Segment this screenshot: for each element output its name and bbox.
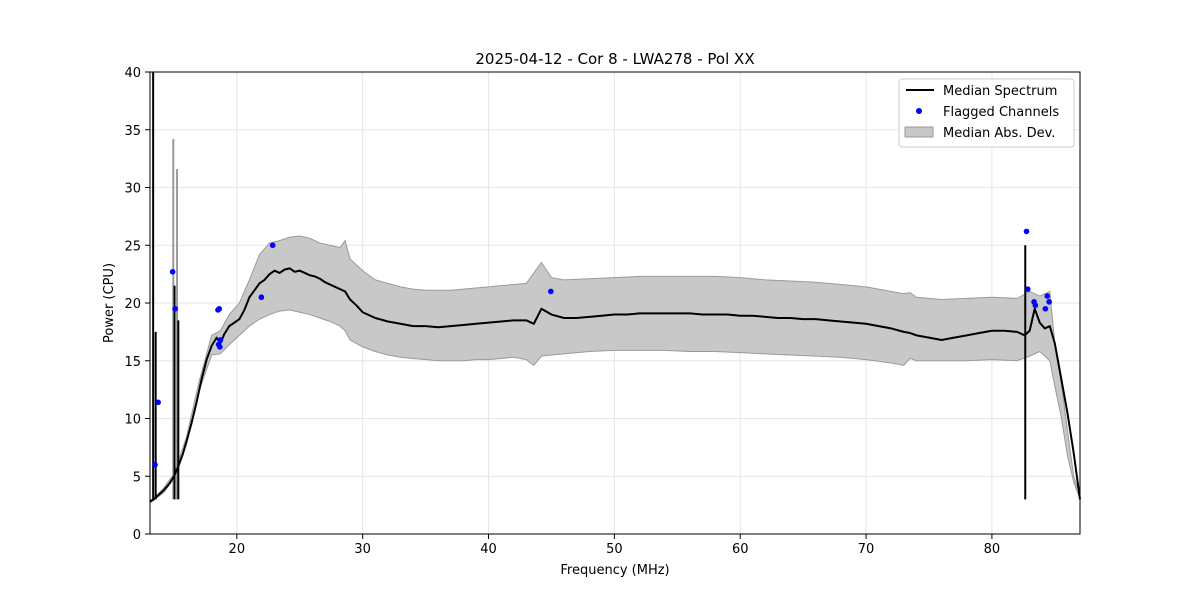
legend-mad-label: Median Abs. Dev.	[943, 126, 1055, 141]
y-tick-label: 10	[124, 413, 141, 428]
flagged-point	[258, 294, 265, 301]
legend-mad-swatch	[904, 126, 934, 138]
legend-flagged-swatch	[916, 108, 922, 114]
flagged-point	[155, 399, 161, 406]
y-tick-label: 5	[133, 470, 141, 485]
spike-lines	[152, 72, 1027, 500]
legend-flagged-label: Flagged Channels	[943, 105, 1059, 120]
flagged-point	[1024, 286, 1031, 292]
x-tick-label: 80	[984, 542, 1001, 557]
x-axis-ticks: 20 30 40 50 60 70 80	[229, 534, 1001, 557]
flagged-point	[1044, 293, 1051, 299]
y-tick-label: 40	[124, 66, 141, 81]
x-tick-label: 30	[354, 542, 371, 557]
flagged-point	[1042, 305, 1049, 312]
legend: Median Spectrum Flagged Channels Median …	[898, 78, 1075, 148]
y-tick-label: 15	[124, 355, 141, 370]
y-tick-label: 25	[124, 239, 141, 254]
y-tick-label: 0	[133, 528, 141, 543]
legend-median-label: Median Spectrum	[943, 84, 1057, 99]
y-axis-ticks: 0 5 10 15 20 25 30 35 40	[124, 66, 150, 543]
chart-title: 2025-04-12 - Cor 8 - LWA278 - Pol XX	[475, 50, 754, 68]
x-axis-label: Frequency (MHz)	[560, 563, 669, 578]
legend-box	[898, 78, 1075, 148]
median-spectrum-line	[149, 267, 1081, 503]
x-tick-label: 70	[858, 542, 875, 557]
flagged-point	[1046, 299, 1052, 305]
flagged-point	[217, 337, 224, 343]
y-tick-label: 35	[124, 124, 141, 139]
flagged-point	[152, 461, 158, 468]
flagged-point	[1032, 302, 1039, 309]
flagged-point	[548, 288, 554, 295]
flagged-point	[1023, 228, 1030, 235]
x-tick-label: 20	[229, 542, 246, 557]
x-tick-label: 50	[606, 542, 623, 557]
flagged-point	[217, 344, 223, 350]
flagged-point	[169, 269, 176, 275]
x-tick-label: 60	[732, 542, 749, 557]
y-tick-label: 20	[124, 297, 141, 312]
flagged-channel-points	[152, 228, 1052, 468]
y-axis-label: Power (CPU)	[102, 263, 117, 343]
x-tick-label: 40	[480, 542, 497, 557]
flagged-point	[172, 305, 178, 312]
flagged-point	[269, 242, 276, 249]
y-tick-label: 30	[124, 182, 141, 197]
flagged-point	[216, 305, 223, 312]
